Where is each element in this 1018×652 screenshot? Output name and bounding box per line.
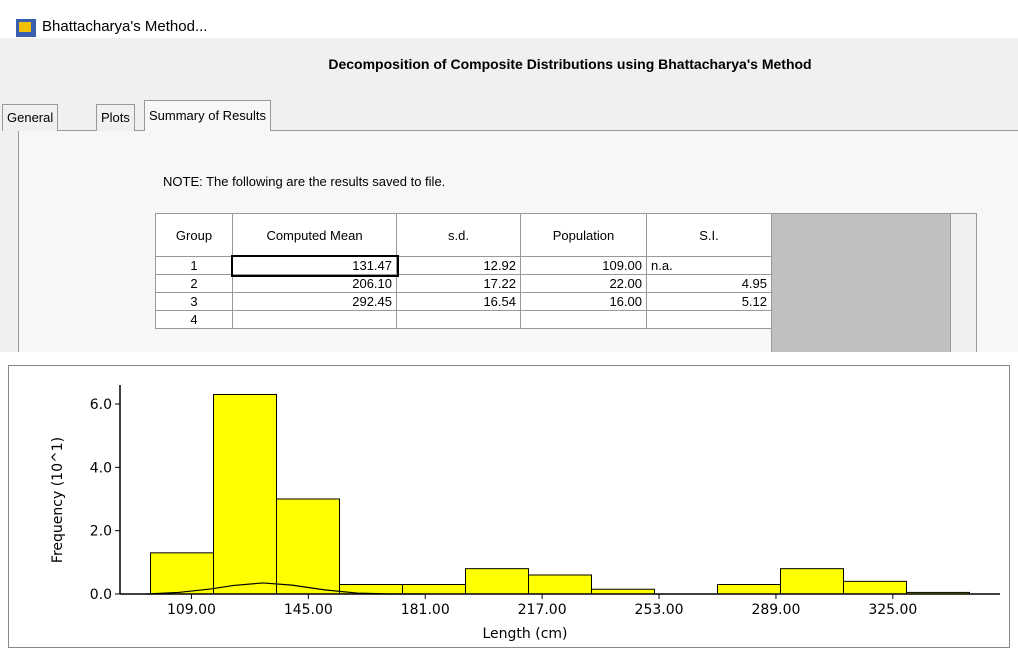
y-axis-label: Frequency (10^1): [50, 437, 66, 563]
note: NOTE: The following are the results save…: [163, 174, 446, 189]
y-tick-label: 6.0: [90, 397, 112, 413]
x-tick-label: 289.00: [751, 602, 800, 618]
table-cell: 5.12: [646, 292, 772, 311]
chart-panel: [8, 365, 1010, 648]
y-tick-label: 0.0: [90, 587, 112, 603]
x-tick-label: 145.00: [284, 602, 333, 618]
table-cell: 12.92: [396, 256, 521, 275]
y-tick-label: 4.0: [90, 460, 112, 476]
header-title: Decomposition of Composite Distributions…: [328, 56, 812, 72]
bar: [528, 574, 592, 595]
x-tick-label: 109.00: [167, 602, 216, 618]
bar: [842, 580, 907, 595]
bar: [465, 568, 530, 595]
x-tick-label: 217.00: [518, 602, 567, 618]
window: Bhattacharya's Method... Decomposition o…: [0, 0, 1018, 352]
x-axis-label: Length (cm): [483, 626, 568, 642]
title-bar: Bhattacharya's Method...: [0, 0, 1018, 38]
table-cell: 131.47: [230, 254, 399, 277]
bar: [150, 552, 215, 595]
tab-active[interactable]: Summary of Results: [144, 100, 272, 131]
x-tick-label: 181.00: [401, 602, 450, 618]
table-row: 1 131.47 12.92 109.00 n.a.: [155, 254, 772, 277]
bar: [779, 568, 844, 595]
x-tick-label: 253.00: [635, 602, 684, 618]
results-table: Group Computed Mean s.d. Population S.I.…: [155, 213, 772, 329]
column-header: Group: [155, 213, 233, 257]
y-tick-label: 2.0: [90, 524, 112, 540]
tab[interactable]: General: [2, 104, 59, 131]
table-row: 2 206.10 17.22 22.00 4.95: [155, 274, 772, 293]
app-icon: [16, 19, 36, 37]
column-header: Population: [520, 213, 647, 257]
tab[interactable]: Plots: [96, 104, 135, 131]
x-tick-label: 325.00: [868, 602, 917, 618]
scrollbar[interactable]: [950, 213, 977, 352]
table-row: 4: [155, 310, 772, 329]
bar: [716, 584, 781, 595]
empty-area: [771, 213, 952, 352]
bar: [213, 394, 278, 595]
column-header: Computed Mean: [232, 213, 397, 257]
bar: [402, 584, 467, 595]
window-title: Bhattacharya's Method...: [42, 18, 208, 35]
bar: [276, 498, 341, 595]
table-cell: 109.00: [520, 256, 647, 275]
